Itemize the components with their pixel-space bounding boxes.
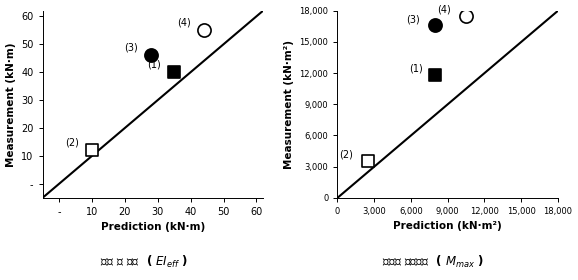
Text: (2): (2) — [65, 137, 79, 148]
Point — [461, 14, 470, 18]
Text: 모멘트 저항성능  ( $M_{max}$ ): 모멘트 저항성능 ( $M_{max}$ ) — [383, 254, 484, 270]
X-axis label: Prediction (kN·m): Prediction (kN·m) — [101, 222, 205, 232]
Point — [364, 159, 373, 164]
Point — [431, 73, 440, 78]
Y-axis label: Measurement (kN·m): Measurement (kN·m) — [6, 42, 16, 167]
Text: (2): (2) — [339, 150, 353, 159]
Point — [87, 148, 97, 153]
Text: 유효 휘 강성  ( $EI_{eff}$ ): 유효 휘 강성 ( $EI_{eff}$ ) — [101, 254, 188, 270]
Point — [169, 70, 179, 74]
Y-axis label: Measurement (kN·m²): Measurement (kN·m²) — [284, 40, 294, 169]
Point — [146, 53, 155, 58]
Point — [431, 23, 440, 27]
Text: (3): (3) — [124, 43, 138, 53]
Text: (1): (1) — [147, 59, 161, 69]
Text: (1): (1) — [409, 63, 423, 73]
Text: (4): (4) — [437, 5, 451, 15]
Text: (3): (3) — [406, 14, 420, 24]
Point — [199, 28, 209, 32]
X-axis label: Prediction (kN·m²): Prediction (kN·m²) — [393, 221, 502, 232]
Text: (4): (4) — [177, 18, 191, 27]
